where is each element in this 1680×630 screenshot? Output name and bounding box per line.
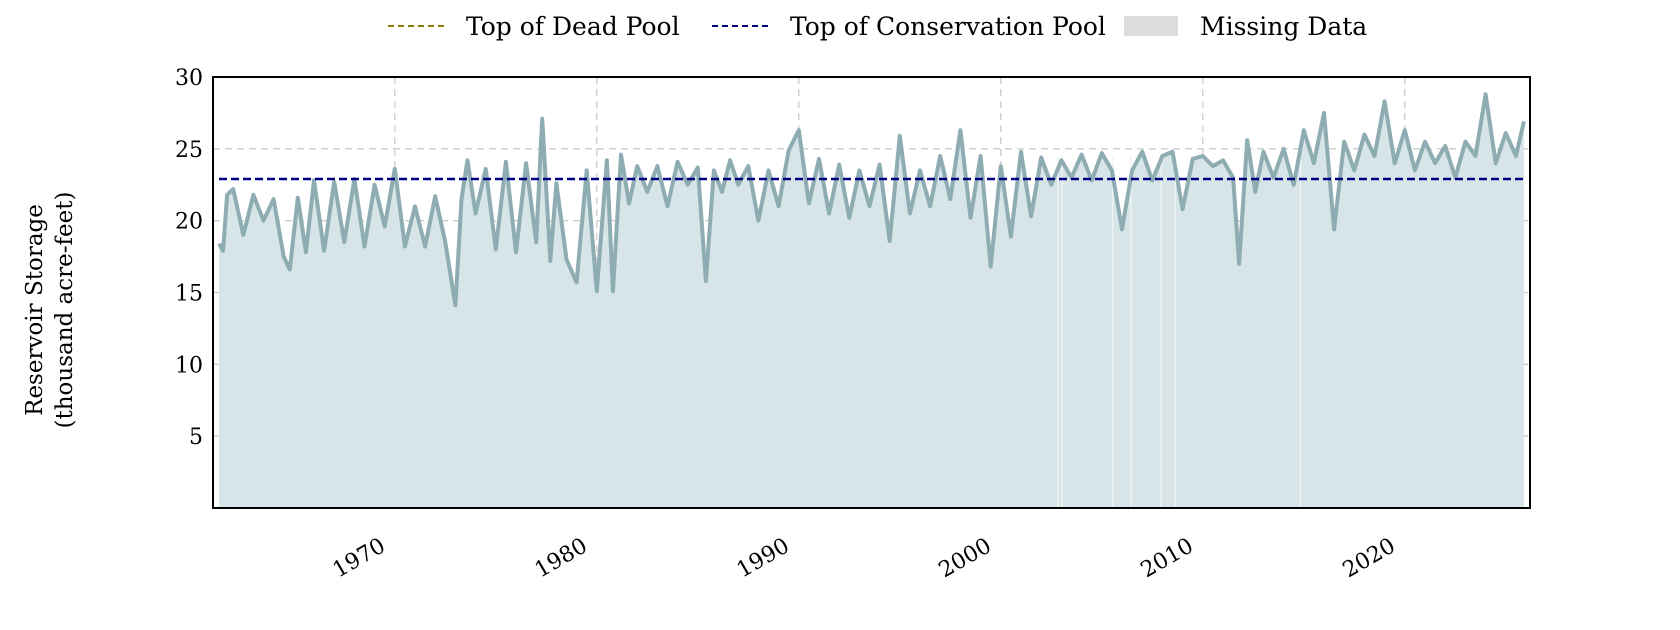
x-tick-label: 1980 <box>531 534 592 584</box>
y-tick-label: 5 <box>189 425 203 450</box>
missing-data-band <box>1160 157 1162 508</box>
x-tick-label: 2000 <box>935 534 996 584</box>
dead-pool-swatch <box>388 25 444 27</box>
conservation-pool-swatch <box>712 25 768 27</box>
missing-data-band <box>1057 157 1059 508</box>
y-tick-label: 30 <box>175 66 203 91</box>
legend-item-dead-pool: Top of Dead Pool <box>388 6 680 46</box>
missing-data-band <box>1061 157 1063 508</box>
y-tick-label: 15 <box>175 282 203 307</box>
missing-data-band <box>1174 157 1176 508</box>
y-tick-label: 10 <box>175 353 203 378</box>
missing-data-band <box>1130 157 1132 508</box>
missing-data-swatch <box>1124 16 1178 36</box>
missing-data-band <box>1111 157 1114 508</box>
storage-line <box>217 92 1526 308</box>
dead-pool-label: Top of Dead Pool <box>466 11 680 41</box>
x-tick-label: 2010 <box>1137 534 1198 584</box>
y-tick-label: 25 <box>175 138 203 163</box>
legend: Top of Dead Pool Top of Conservation Poo… <box>0 6 1680 46</box>
x-tick-label: 2020 <box>1339 534 1400 584</box>
x-tick-label: 1970 <box>329 534 390 584</box>
missing-data-label: Missing Data <box>1200 11 1368 41</box>
x-tick-label: 1990 <box>733 534 794 584</box>
legend-item-conservation-pool: Top of Conservation Pool <box>712 6 1106 46</box>
legend-item-missing-data: Missing Data <box>1124 6 1367 46</box>
conservation-pool-label: Top of Conservation Pool <box>790 11 1106 41</box>
plot-frame <box>212 76 1531 509</box>
y-tick-label: 20 <box>175 210 203 235</box>
missing-data-band <box>1299 157 1302 508</box>
